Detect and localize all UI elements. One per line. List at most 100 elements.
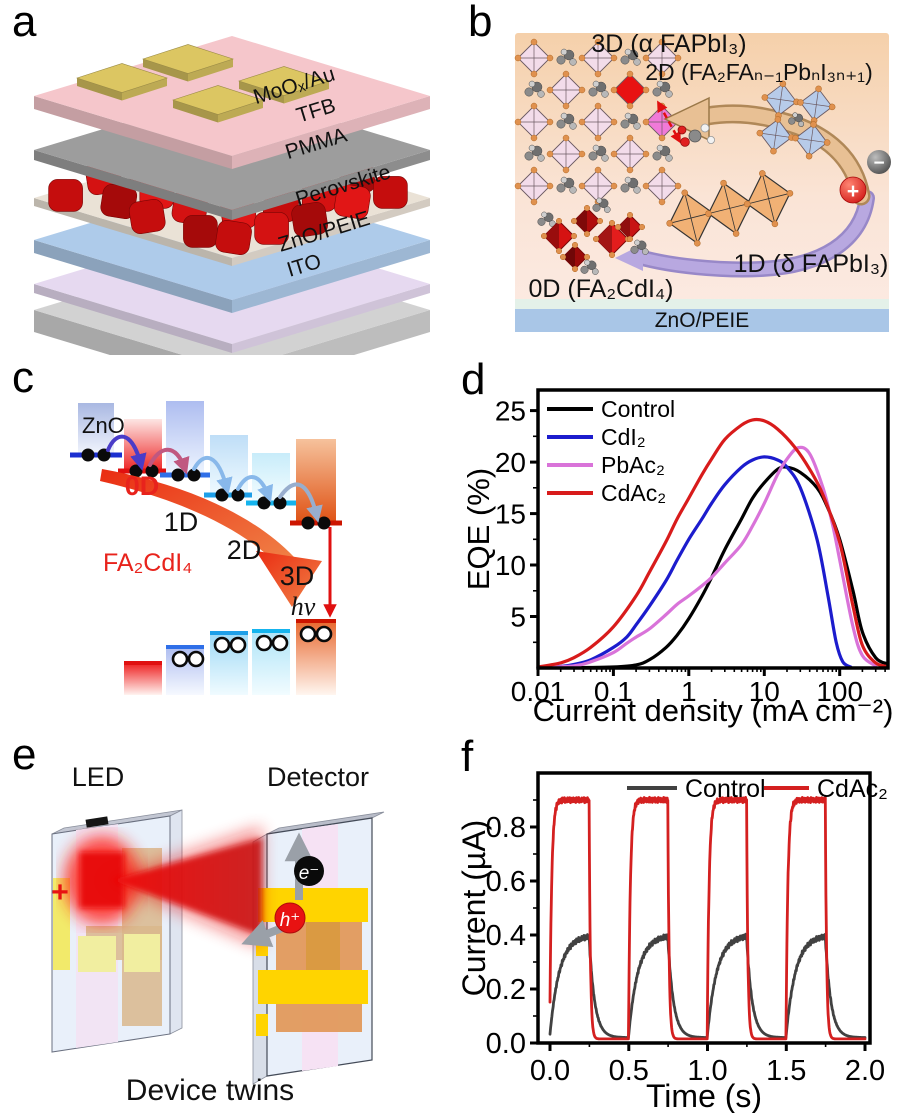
photocurrent-chart: 0.0 0.5 1.0 1.5 2.0 0.0 0.2 0.4 0.6 0.8 Time (s) Cu… (459, 771, 888, 1113)
energy-funnel-arrow (100, 469, 322, 607)
iodide-dot (658, 166, 666, 174)
legend-label-CdAc₂: CdAc₂ (601, 480, 666, 506)
peie-strip (515, 299, 889, 309)
fa-molecule-icon (620, 48, 641, 66)
iodide-dot (530, 134, 538, 142)
electron-hop-arrows (106, 434, 323, 523)
hole-ball-icon (839, 176, 867, 204)
iodide-dot (797, 99, 804, 106)
moox-au-pad (76, 63, 168, 101)
iodide-dot (530, 38, 538, 46)
device-twins-illustration: + e⁻ h⁺ LED Detector Dev (51, 762, 385, 1107)
perovskite-grain (254, 212, 289, 245)
label-1d-phase: 1D (δ FAPbI₃) (734, 250, 889, 278)
iodide-dot (578, 118, 586, 126)
curve-CdAc₂ (536, 417, 890, 669)
charge-pair: − + (839, 150, 891, 204)
y-tick-label: 15 (495, 499, 526, 530)
octahedron-icon (645, 169, 679, 203)
panel-d-eqe-chart: 0.01 0.1 1 10 100 5 10 15 20 25 Current density (m… (459, 355, 918, 730)
iodide-dot (828, 103, 836, 111)
device-stack-illustration: MoOₓ/Au TFB PMMA Perovskite ZnO/PEIE ITO (34, 36, 430, 355)
y-tick-label: 20 (495, 447, 526, 478)
led-side-face (169, 809, 183, 1035)
panel-b-phase-diagram: − + 3D (α FAPbI₃) 2D (FA₂FAₙ₋₁PbₙI₃ₙ₊₁) … (459, 0, 918, 355)
iodide-dot (770, 147, 777, 155)
1d-octahedron (744, 170, 794, 228)
fa-molecule-icon (592, 197, 611, 213)
iodide-dot (594, 134, 602, 142)
iodide-dot (756, 129, 764, 137)
iodide-dot (761, 94, 769, 101)
x-tick-label: 1 (681, 676, 697, 707)
iodide-dot (562, 166, 570, 174)
iodide-dot (530, 102, 538, 110)
label-0d: 0D (125, 471, 160, 501)
perovskite-grain (373, 176, 408, 209)
fa-molecule-icon (630, 239, 649, 255)
hole-icon (274, 902, 306, 934)
panel-letter-a: a (12, 0, 37, 46)
iodide-dot (642, 182, 650, 190)
detector-label: Detector (267, 762, 369, 792)
panel-a-device-stack: MoOₓ/Au TFB PMMA Perovskite ZnO/PEIE ITO (0, 0, 459, 355)
x-tick-label: 0.01 (511, 676, 566, 707)
fa-molecule-icon (588, 144, 609, 162)
led-label: LED (72, 762, 125, 792)
iodide-dot (546, 86, 554, 94)
label-0d-phase: 0D (FA₂CdI₄) (529, 275, 674, 303)
detector-device (252, 811, 385, 1085)
fa-molecule-icon (620, 176, 641, 194)
curve-CdI₂ (536, 455, 853, 670)
y-tick-label: 0.2 (486, 974, 526, 1006)
iodide-dot (594, 166, 602, 174)
energy-cascade-illustration: ZnO 0D 1D 2D 3D FA₂CdI₄ hν (70, 401, 342, 695)
iodide-dot (626, 102, 634, 110)
legend-label-PbAc₂: PbAc₂ (601, 452, 665, 478)
iodide-dot (674, 182, 682, 190)
iodide-dot (823, 139, 831, 146)
iodide-dot (674, 54, 682, 62)
fa-molecule-icon (556, 112, 577, 130)
y-tick-label: 0.6 (486, 866, 526, 898)
iodide-dot (815, 85, 822, 93)
x-tick-label: 100 (816, 676, 863, 707)
moox-au-pad (142, 44, 234, 82)
1d-phase-chain (666, 170, 794, 247)
iodide-dot (562, 102, 570, 110)
x-tick-label: 2.0 (845, 1055, 885, 1087)
panel-c-energy-diagram: ZnO 0D 1D 2D 3D FA₂CdI₄ hν (0, 355, 459, 730)
plot-frame (536, 388, 890, 670)
panel-e-device-twins: + e⁻ h⁺ LED Detector Dev (0, 730, 459, 1113)
octahedron-icon (517, 169, 551, 203)
detector-electrode-bridge (306, 922, 340, 970)
minus-sign: − (873, 153, 884, 174)
iodide-dot (562, 134, 570, 142)
label-2d: 2D (227, 535, 262, 565)
iodide-dot (594, 38, 602, 46)
iodide-dot (594, 70, 602, 78)
label-2d-phase: 2D (FA₂FAₙ₋₁PbₙI₃ₙ₊₁) (645, 59, 872, 85)
iodide-dot (810, 121, 817, 128)
iodide-dot (530, 198, 538, 206)
led-device: + (51, 809, 183, 1053)
iodide-dot (514, 118, 522, 126)
electron-symbol: e⁻ (299, 863, 320, 884)
iodide-dot (610, 54, 618, 62)
electron-dots (81, 448, 331, 530)
fa-molecule-icon (524, 80, 545, 98)
label-substrate: ZnO/PEIE (655, 309, 750, 332)
iodide-dot (626, 134, 634, 142)
iodide-dot (546, 182, 554, 190)
octahedron-icon (759, 118, 793, 152)
x-tick-label: 10 (749, 676, 780, 707)
legend-label-Control: Control (685, 775, 766, 803)
panel-letter-e: e (12, 730, 37, 779)
detector-electrode-yellow (258, 888, 368, 922)
x-axis-label: Current density (mA cm⁻²) (533, 693, 894, 728)
x-tick-label: 0.5 (609, 1055, 649, 1087)
iodide-dot (610, 182, 618, 190)
perovskite-grain (215, 220, 252, 255)
iodide-dot (514, 54, 522, 62)
iodide-dot (658, 70, 666, 78)
